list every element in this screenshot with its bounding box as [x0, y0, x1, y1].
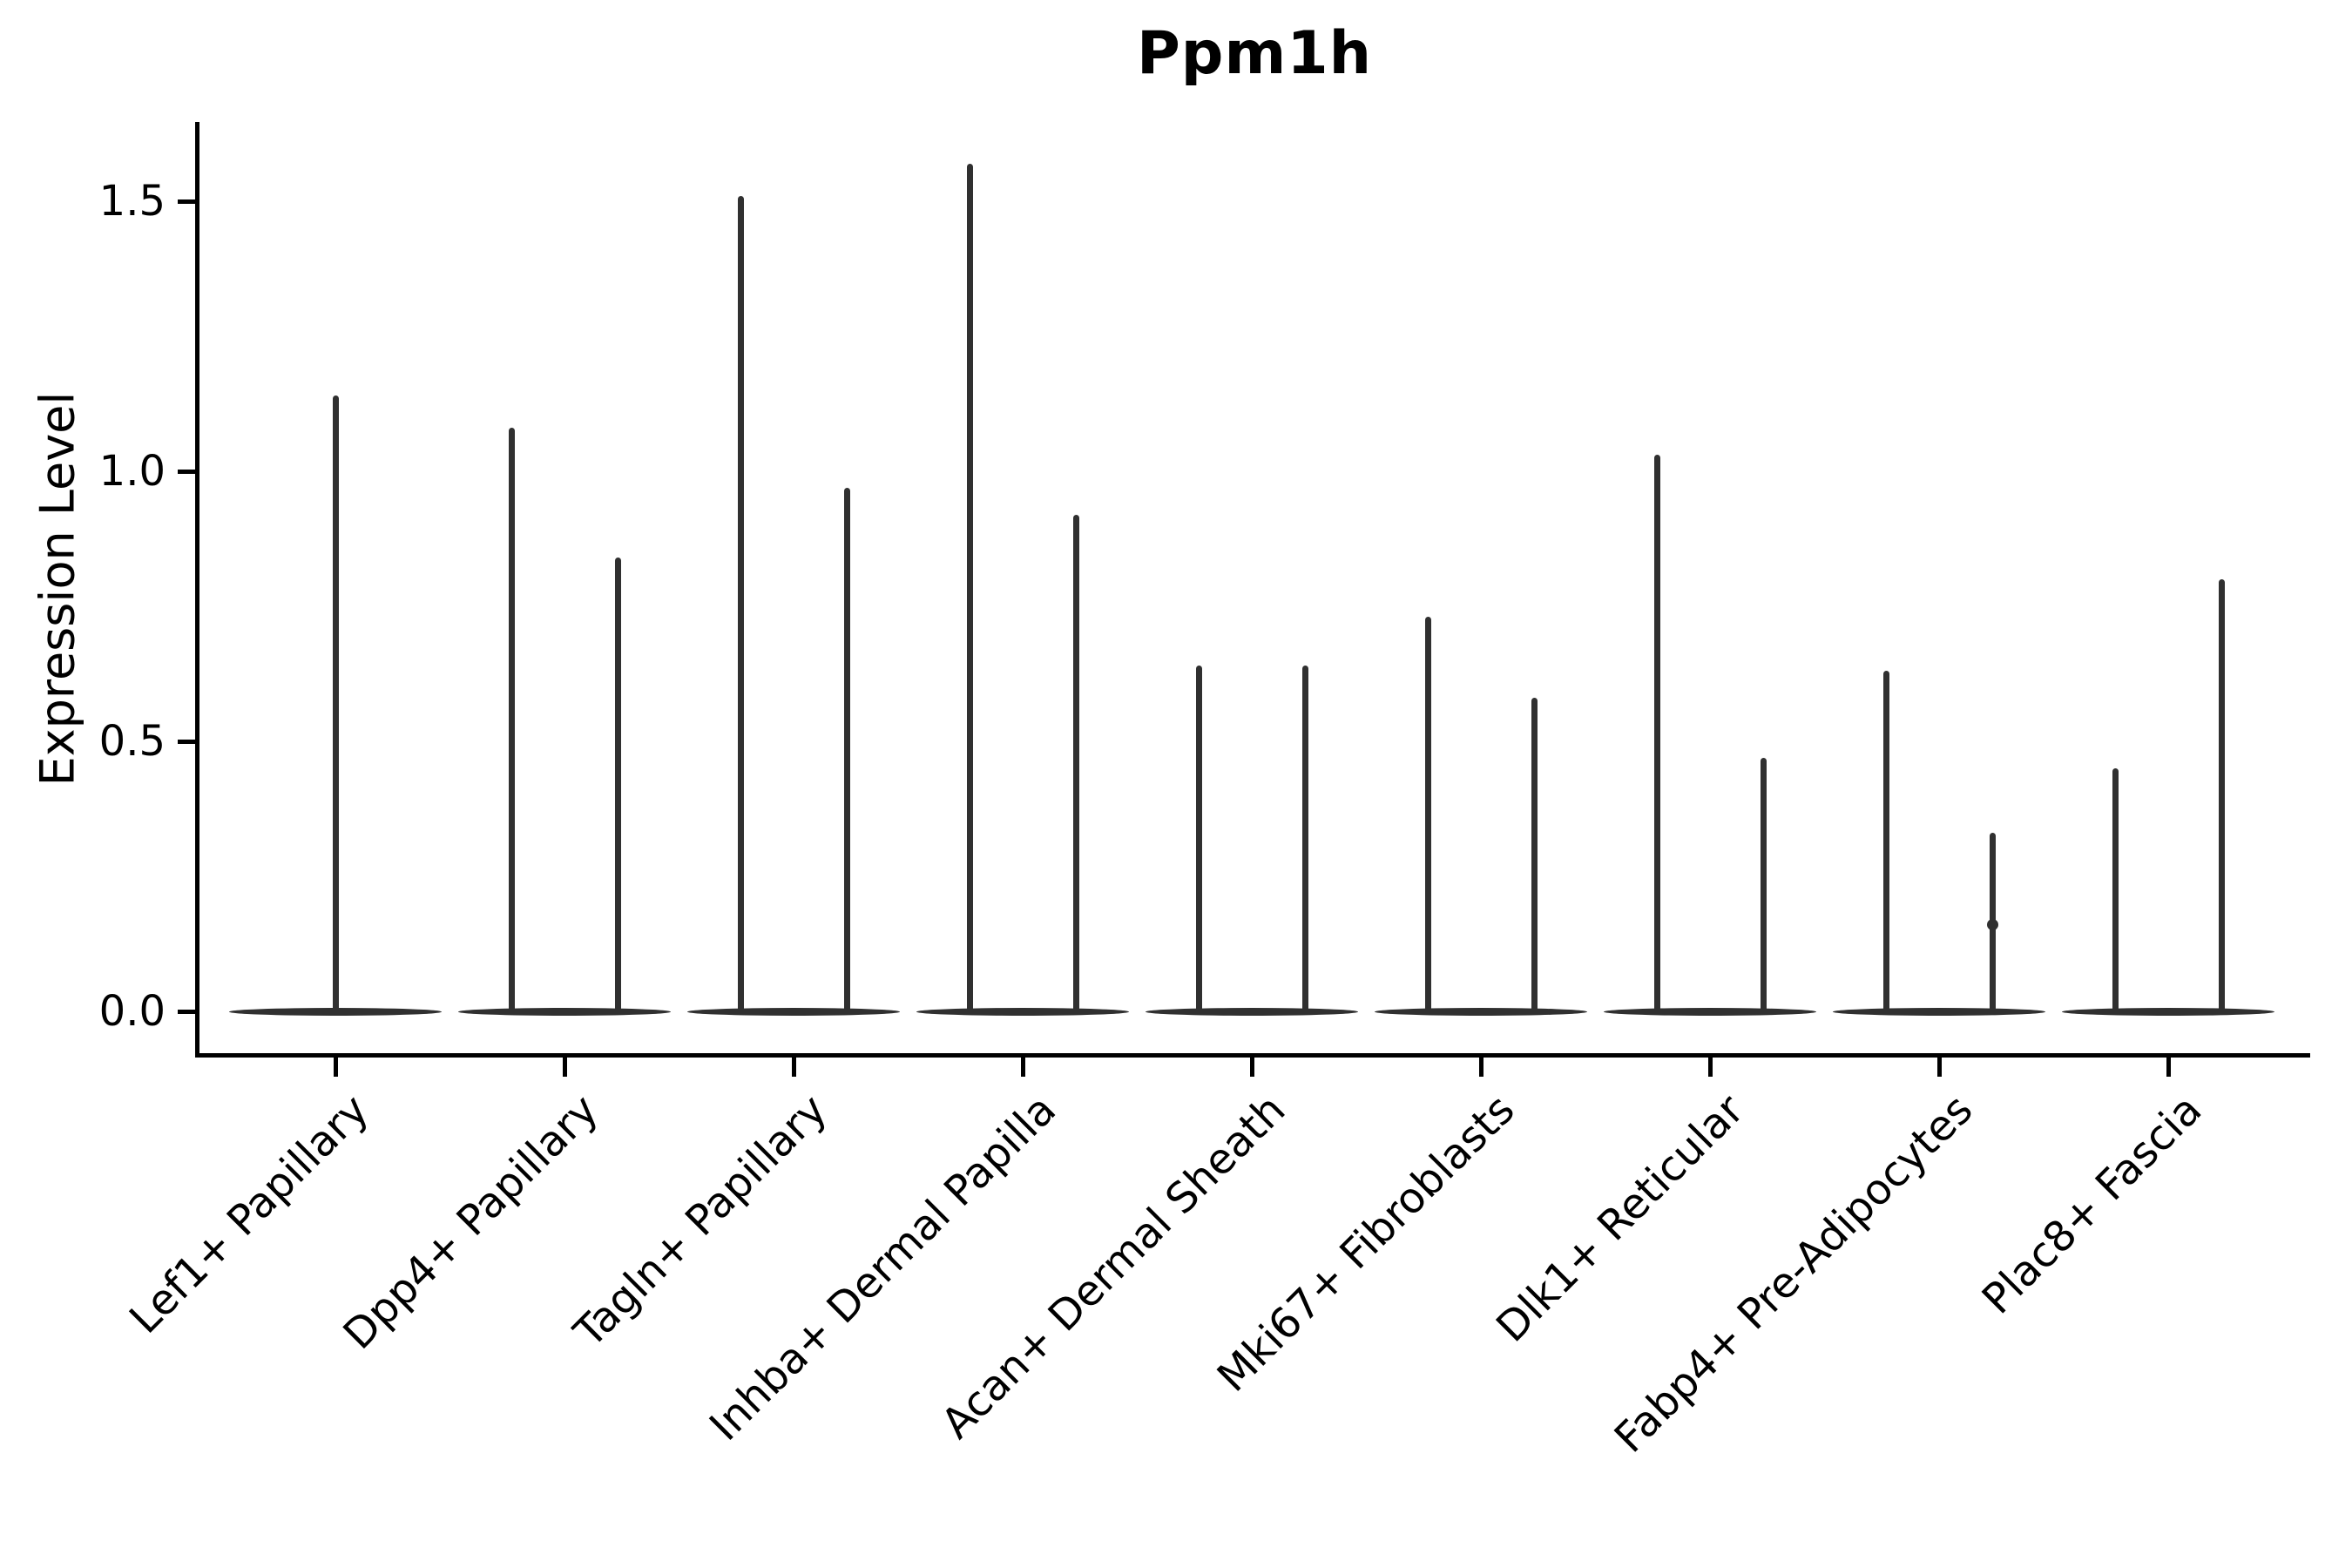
violin-spike-left [966, 163, 973, 1015]
y-tick-label: 1.0 [98, 447, 166, 496]
violin-spike-right [843, 487, 850, 1015]
violin-base [1146, 1008, 1358, 1016]
violin-spike-left [1195, 666, 1202, 1015]
y-tick-mark [178, 470, 197, 474]
x-axis-spine [195, 1053, 2310, 1058]
x-tick-label: Dlk1+ Reticular [1486, 1085, 1754, 1352]
x-tick-mark [563, 1058, 567, 1077]
violin-spike-right [2218, 579, 2225, 1015]
violin-spike-left [737, 195, 744, 1015]
violin-spike-left [1882, 671, 1889, 1015]
violin-spike-left [2112, 768, 2119, 1015]
violin-spike-right [1072, 514, 1079, 1015]
violin-base [458, 1008, 671, 1016]
x-tick-mark [334, 1058, 338, 1077]
y-axis-spine [195, 122, 199, 1058]
x-tick-label: Dpp4+ Papillary [334, 1085, 608, 1359]
x-tick-mark [1479, 1058, 1484, 1077]
y-tick-mark [178, 740, 197, 744]
y-tick-mark [178, 1010, 197, 1014]
y-tick-label: 0.0 [98, 987, 166, 1036]
y-tick-label: 1.5 [98, 177, 166, 226]
x-tick-mark [1250, 1058, 1254, 1077]
violin-spike-left [1424, 617, 1431, 1015]
y-tick-mark [178, 199, 197, 204]
violin-spike-right [1301, 666, 1308, 1015]
violin-base [687, 1008, 900, 1016]
x-tick-mark [1021, 1058, 1025, 1077]
x-tick-mark [792, 1058, 796, 1077]
x-tick-mark [1937, 1058, 1942, 1077]
violin-base [2062, 1008, 2274, 1016]
violin-spike-left [508, 428, 515, 1015]
violin-spike-right [614, 558, 621, 1015]
violin-spike-full [332, 395, 339, 1015]
violin-base [1604, 1008, 1816, 1016]
y-tick-label: 0.5 [98, 717, 166, 766]
violin-spike-left [1653, 455, 1660, 1015]
chart-title: Ppm1h [1136, 19, 1373, 88]
x-tick-label: Lef1+ Papillary [120, 1085, 379, 1343]
violin-base [916, 1008, 1129, 1016]
violin-spike-right [1531, 698, 1538, 1015]
x-tick-label: Tagln+ Papillary [564, 1085, 837, 1357]
x-tick-mark [2166, 1058, 2171, 1077]
violin-base [1375, 1008, 1587, 1016]
violin-outlier-point [1986, 919, 1998, 931]
violin-base [1833, 1008, 2045, 1016]
x-tick-mark [1708, 1058, 1713, 1077]
x-tick-label: Plac8+ Fascia [1972, 1085, 2212, 1324]
violin-spike-right [1760, 757, 1767, 1015]
